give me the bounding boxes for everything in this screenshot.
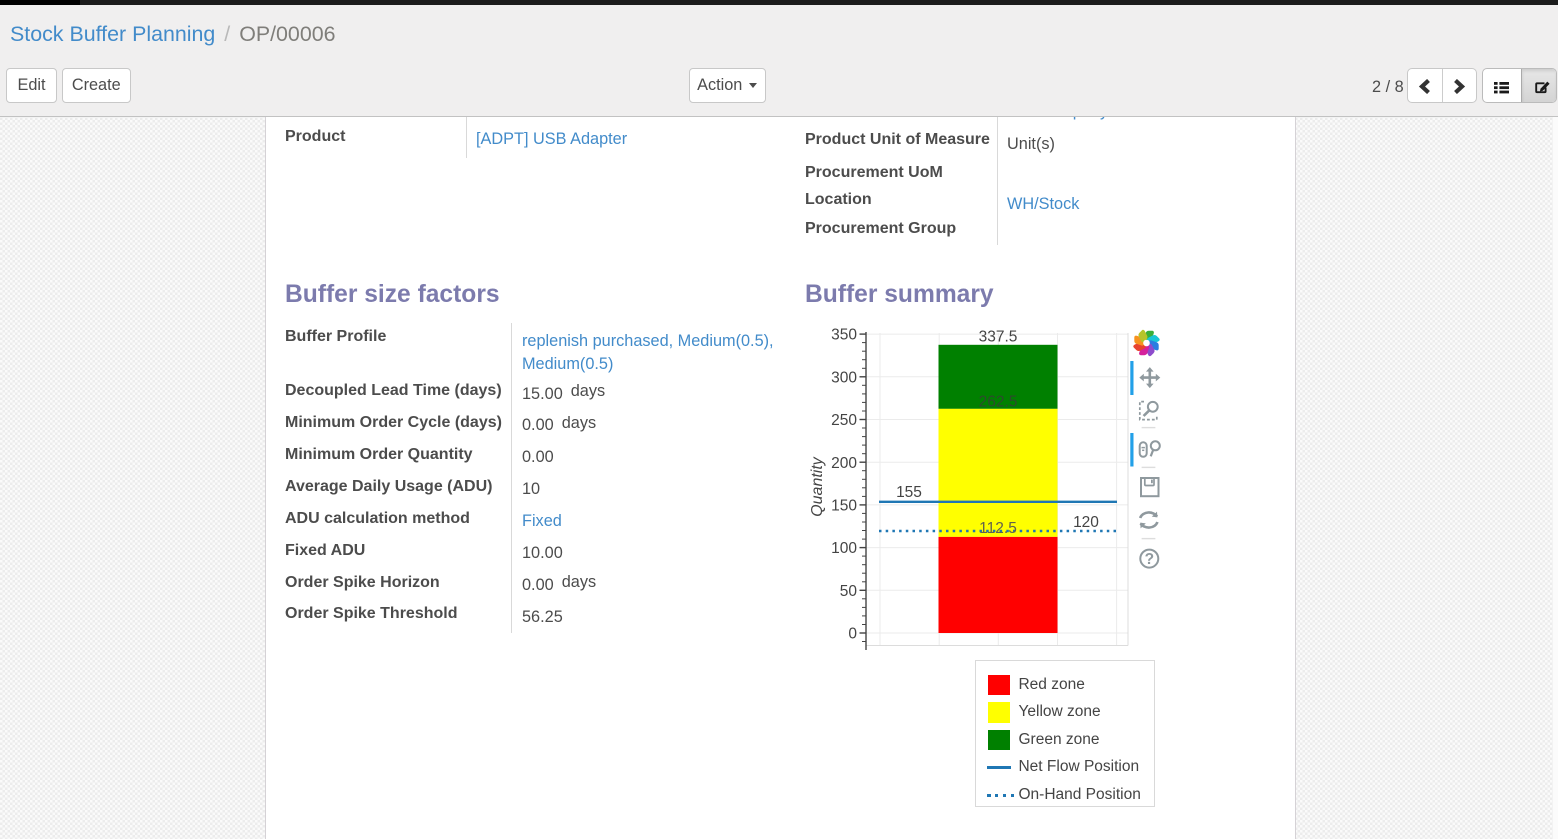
svg-text:250: 250 (831, 412, 857, 429)
svg-text:155: 155 (896, 484, 922, 501)
svg-text:100: 100 (831, 540, 857, 557)
svg-text:112.5: 112.5 (979, 520, 1017, 537)
svg-text:350: 350 (831, 327, 857, 344)
svg-text:?: ? (1145, 551, 1154, 568)
svg-text:262.5: 262.5 (979, 394, 1018, 411)
svg-text:300: 300 (831, 369, 857, 386)
svg-text:150: 150 (831, 498, 857, 515)
svg-text:50: 50 (840, 583, 858, 600)
svg-text:Quantity: Quantity (809, 456, 826, 517)
svg-text:200: 200 (831, 455, 857, 472)
svg-text:120: 120 (1073, 514, 1099, 531)
svg-text:0: 0 (848, 626, 857, 643)
svg-text:337.5: 337.5 (979, 329, 1018, 346)
